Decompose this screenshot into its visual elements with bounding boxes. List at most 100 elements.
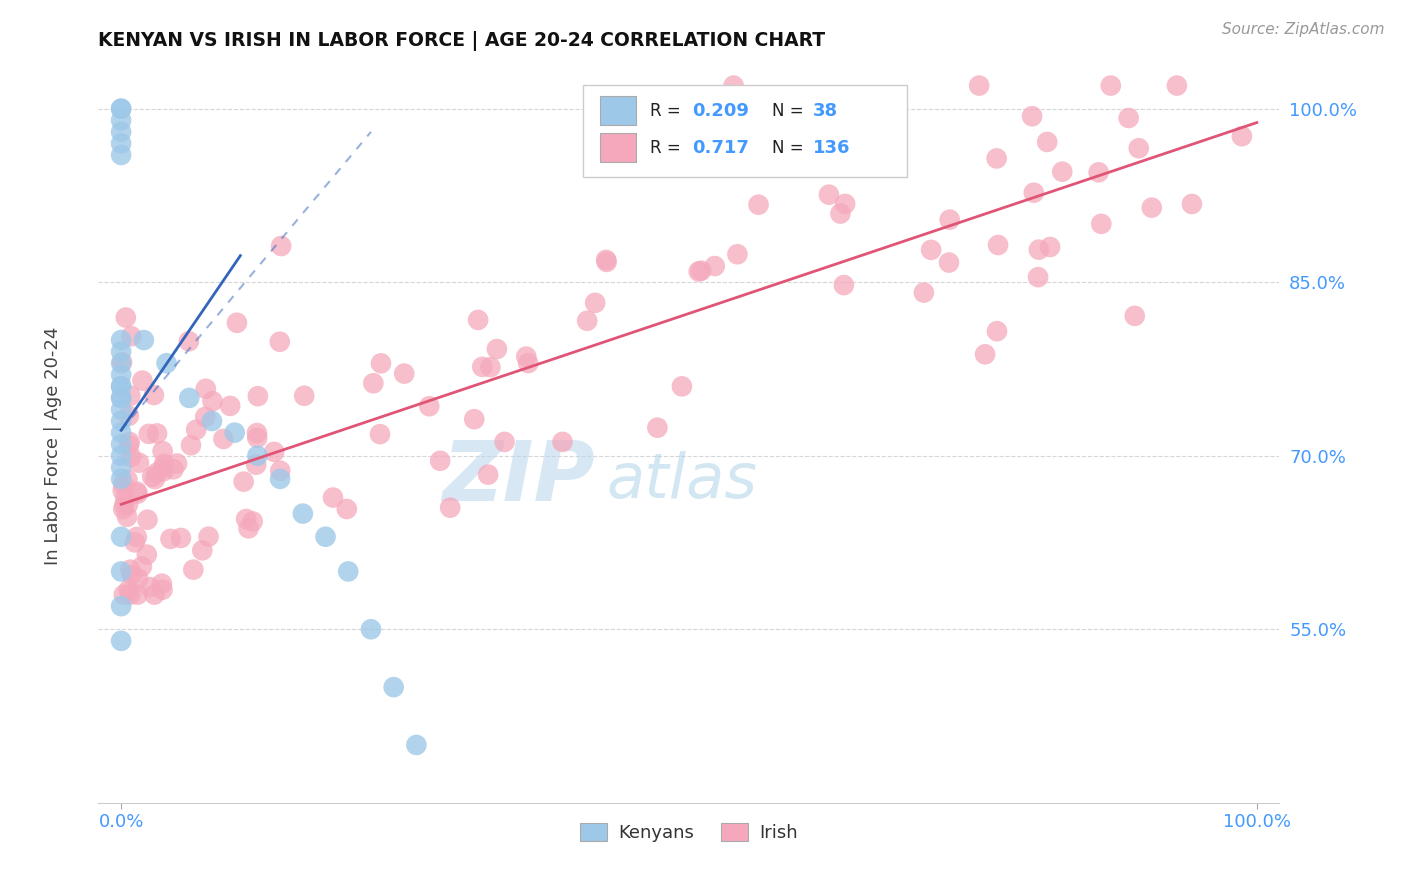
Point — [494, 434, 516, 449]
Point — [245, 458, 267, 472]
Point — [128, 456, 150, 470]
Point — [114, 310, 136, 325]
Point — [110, 379, 132, 393]
Point — [110, 148, 132, 162]
Point — [595, 252, 617, 267]
Point — [368, 427, 391, 442]
Point — [967, 78, 990, 93]
Point — [170, 531, 193, 545]
Point — [131, 559, 153, 574]
Point — [429, 454, 451, 468]
Point — [471, 359, 494, 374]
Point — [153, 457, 176, 471]
Point — [118, 409, 141, 423]
Point — [110, 113, 132, 128]
Point — [143, 472, 166, 486]
Point — [111, 483, 134, 498]
Point — [152, 464, 174, 478]
Point — [132, 333, 155, 347]
Point — [576, 314, 599, 328]
Point — [212, 432, 235, 446]
Point — [986, 152, 1008, 166]
Point — [138, 426, 160, 441]
Point — [197, 530, 219, 544]
Point — [127, 588, 149, 602]
Point — [1021, 109, 1043, 123]
Point — [1026, 270, 1049, 285]
Point — [110, 633, 132, 648]
Point — [1128, 141, 1150, 155]
Text: KENYAN VS IRISH IN LABOR FORCE | AGE 20-24 CORRELATION CHART: KENYAN VS IRISH IN LABOR FORCE | AGE 20-… — [98, 30, 825, 51]
Point — [479, 360, 502, 375]
Point — [485, 342, 508, 356]
Point — [117, 498, 139, 512]
Point — [322, 491, 344, 505]
Point — [551, 434, 574, 449]
Point — [112, 477, 135, 491]
Point — [583, 295, 606, 310]
Point — [360, 622, 382, 636]
Text: R =: R = — [650, 102, 686, 120]
Point — [110, 391, 132, 405]
Point — [246, 431, 269, 445]
Text: atlas: atlas — [606, 450, 758, 511]
Point — [246, 389, 269, 403]
Text: N =: N = — [772, 102, 808, 120]
Point — [477, 467, 499, 482]
Point — [238, 521, 260, 535]
Text: 0.209: 0.209 — [693, 102, 749, 120]
Point — [912, 285, 935, 300]
Point — [110, 599, 132, 614]
Point — [127, 572, 149, 586]
Point — [181, 563, 204, 577]
Point — [110, 333, 132, 347]
Text: 136: 136 — [813, 138, 851, 157]
Point — [110, 136, 132, 151]
FancyBboxPatch shape — [600, 133, 636, 162]
Point — [112, 498, 135, 512]
Text: In Labor Force | Age 20-24: In Labor Force | Age 20-24 — [45, 326, 62, 566]
Point — [110, 425, 132, 440]
Point — [118, 435, 141, 450]
Text: ZIP: ZIP — [441, 436, 595, 517]
Point — [120, 588, 142, 602]
Point — [152, 444, 174, 458]
Point — [191, 543, 214, 558]
Point — [110, 414, 132, 428]
Point — [1099, 78, 1122, 93]
Point — [938, 212, 960, 227]
Point — [125, 484, 148, 499]
Point — [690, 264, 713, 278]
Point — [146, 466, 169, 480]
Point — [120, 563, 142, 577]
Point — [336, 502, 359, 516]
Point — [382, 680, 405, 694]
Point — [723, 78, 745, 93]
Point — [986, 324, 1008, 338]
Point — [110, 356, 132, 370]
Point — [703, 259, 725, 273]
Point — [647, 420, 669, 434]
Point — [142, 388, 165, 402]
Point — [1123, 309, 1146, 323]
Point — [834, 197, 856, 211]
Point — [186, 423, 208, 437]
FancyBboxPatch shape — [582, 85, 907, 178]
Point — [1039, 240, 1062, 254]
Point — [830, 206, 852, 220]
Point — [370, 356, 392, 370]
Point — [246, 425, 269, 440]
Point — [1087, 165, 1109, 179]
Point — [120, 389, 142, 403]
Point — [125, 530, 148, 544]
Point — [226, 316, 249, 330]
Point — [1140, 201, 1163, 215]
Point — [818, 187, 841, 202]
Point — [117, 473, 139, 487]
Point — [463, 412, 485, 426]
Point — [110, 460, 132, 475]
Point — [269, 334, 291, 349]
FancyBboxPatch shape — [600, 95, 636, 126]
Point — [179, 391, 201, 405]
Point — [118, 438, 141, 452]
